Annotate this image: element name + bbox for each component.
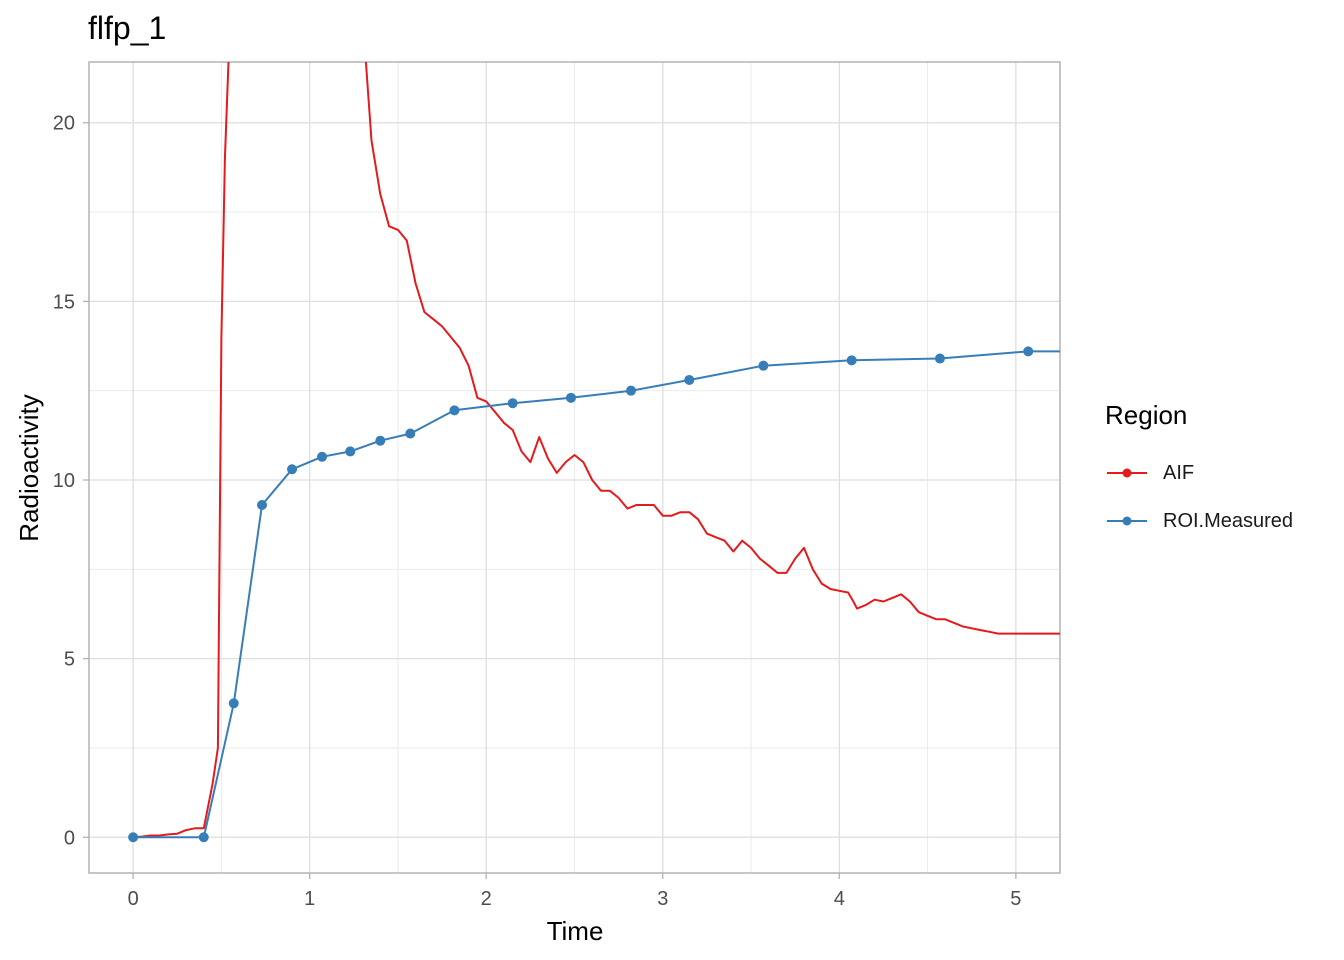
data-point-roi-measured: [846, 355, 857, 366]
y-tick-label: 15: [53, 291, 75, 313]
legend-item-aif: AIF: [1105, 449, 1293, 497]
x-tick-labels: 0 1 2 3 4 5: [128, 873, 1021, 910]
y-tick-label: 0: [64, 827, 75, 849]
y-axis-label: Radioactivity: [14, 394, 44, 541]
panel-border: [88, 61, 1061, 874]
x-tick-label: 1: [304, 888, 315, 910]
y-tick-label: 10: [53, 470, 75, 492]
data-point-roi-measured: [405, 428, 416, 439]
x-tick-label: 5: [1010, 888, 1021, 910]
data-point-roi-measured: [565, 392, 576, 403]
series-layer: [128, 62, 1060, 843]
y-tick-label: 20: [53, 113, 75, 135]
data-point-roi-measured: [287, 464, 298, 475]
x-axis-label: Time: [547, 916, 604, 946]
data-point-roi-measured: [257, 500, 268, 511]
x-tick-label: 4: [834, 888, 845, 910]
x-tick-label: 2: [481, 888, 492, 910]
data-point-roi-measured: [128, 832, 139, 843]
data-point-roi-measured: [684, 374, 695, 385]
legend-key-roi-measured: [1107, 516, 1147, 526]
legend-item-roi-measured: ROI.Measured: [1105, 497, 1293, 545]
legend-label-roi-measured: ROI.Measured: [1163, 509, 1294, 532]
data-point-roi-measured: [758, 360, 769, 371]
legend-label-aif: AIF: [1163, 461, 1195, 484]
legend-title: Region: [1105, 400, 1188, 430]
data-point-roi-measured: [507, 398, 518, 409]
data-point-roi-measured: [198, 832, 209, 843]
data-point-roi-measured: [317, 451, 328, 462]
series-line-aif: [133, 62, 1060, 839]
y-tick-labels: 0 5 10 15 20: [53, 113, 89, 849]
data-point-roi-measured: [934, 353, 945, 364]
chart-title: flfp_1: [88, 10, 167, 46]
x-tick-label: 3: [657, 888, 668, 910]
y-tick-label: 5: [64, 649, 75, 671]
legend-key-aif: [1107, 468, 1147, 478]
data-point-roi-measured: [375, 435, 386, 446]
data-point-roi-measured: [625, 385, 636, 396]
data-point-roi-measured: [1023, 346, 1034, 357]
legend: Region AIF ROI.Measured: [1105, 400, 1293, 545]
data-point-roi-measured: [449, 405, 460, 416]
series-line-roi-measured: [133, 350, 1060, 839]
data-point-roi-measured: [345, 446, 356, 457]
x-tick-label: 0: [128, 888, 139, 910]
data-point-roi-measured: [228, 698, 239, 709]
grid-lines: [89, 62, 1060, 873]
